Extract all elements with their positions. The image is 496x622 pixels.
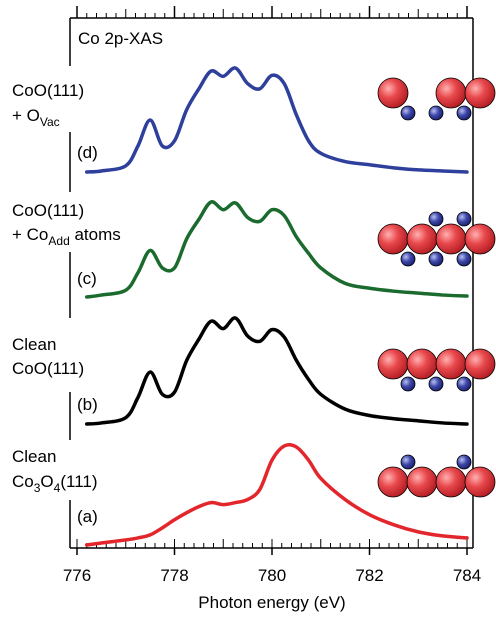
panel-label: Clean	[12, 447, 56, 466]
panel-label: + CoAdd atoms	[12, 225, 121, 248]
label-text: O	[40, 472, 53, 491]
x-tick-label: 784	[453, 566, 481, 585]
x-tick-label: 776	[63, 566, 91, 585]
panel-tag: (a)	[77, 507, 98, 526]
panel-label: CoO(111)	[12, 359, 84, 378]
structure-icons	[377, 77, 496, 498]
label-text: Co	[12, 472, 34, 491]
x-axis-title: Photon energy (eV)	[198, 593, 345, 612]
panel-label: CoO(111)	[12, 201, 84, 220]
label-subscript: Vac	[40, 115, 60, 129]
spectrum-line	[85, 316, 469, 426]
panel-label: + OVac	[12, 106, 60, 129]
label-text: Clean	[12, 335, 56, 354]
label-subscript: Add	[48, 234, 69, 248]
panel-tag: (c)	[77, 269, 97, 288]
label-text: atoms	[70, 225, 121, 244]
chart-title: Co 2p-XAS	[78, 29, 163, 48]
label-text: + O	[12, 106, 40, 125]
spectrum-line	[85, 443, 469, 547]
spectrum-line	[85, 66, 469, 174]
panel-label: CoO(111)	[12, 81, 84, 100]
panel-label: Clean	[12, 335, 56, 354]
label-text: CoO(111)	[12, 201, 84, 220]
spectrum-line	[85, 200, 469, 299]
label-text: (111)	[60, 472, 97, 491]
label-text: Clean	[12, 447, 56, 466]
panel-label: Co3O4(111)	[12, 472, 98, 495]
label-subscript: 4	[54, 481, 61, 495]
label-subscript: 3	[34, 481, 41, 495]
x-tick-label: 782	[355, 566, 383, 585]
label-text: + Co	[12, 225, 48, 244]
label-text: CoO(111)	[12, 359, 84, 378]
x-tick-label: 778	[160, 566, 188, 585]
label-text: CoO(111)	[12, 81, 84, 100]
panel-tag: (b)	[77, 395, 98, 414]
panel-tag: (d)	[77, 143, 98, 162]
x-tick-label: 780	[258, 566, 286, 585]
